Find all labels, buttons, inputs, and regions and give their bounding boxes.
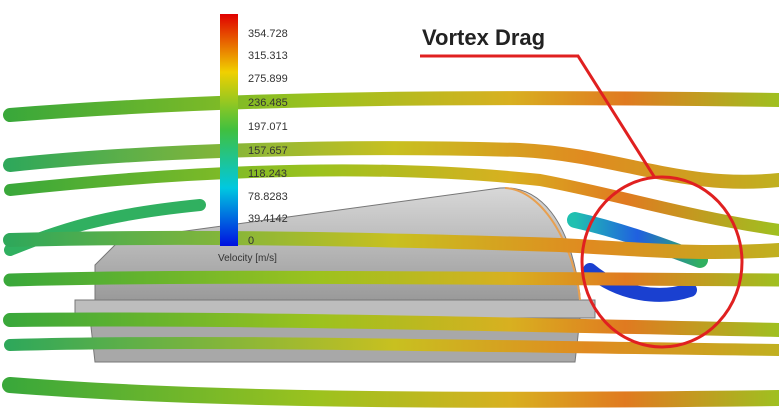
legend-tick: 0 [248, 235, 254, 247]
legend-tick: 275.899 [248, 73, 288, 85]
legend-tick: 78.8283 [248, 191, 288, 203]
legend-tick: 315.313 [248, 50, 288, 62]
legend-tick: 197.071 [248, 121, 288, 133]
legend-tick: 354.728 [248, 28, 288, 40]
legend-tick: 118.243 [248, 168, 287, 180]
color-bar [220, 14, 238, 246]
legend-label: Velocity [m/s] [218, 253, 277, 264]
legend-tick: 157.657 [248, 145, 288, 157]
flow-visualization: 354.728 315.313 275.899 236.485 197.071 … [0, 0, 779, 414]
annotation-label: Vortex Drag [422, 25, 545, 50]
cfd-screenshot: 354.728 315.313 275.899 236.485 197.071 … [0, 0, 779, 414]
legend-tick: 236.485 [248, 97, 288, 109]
legend-tick: 39.4142 [248, 213, 288, 225]
